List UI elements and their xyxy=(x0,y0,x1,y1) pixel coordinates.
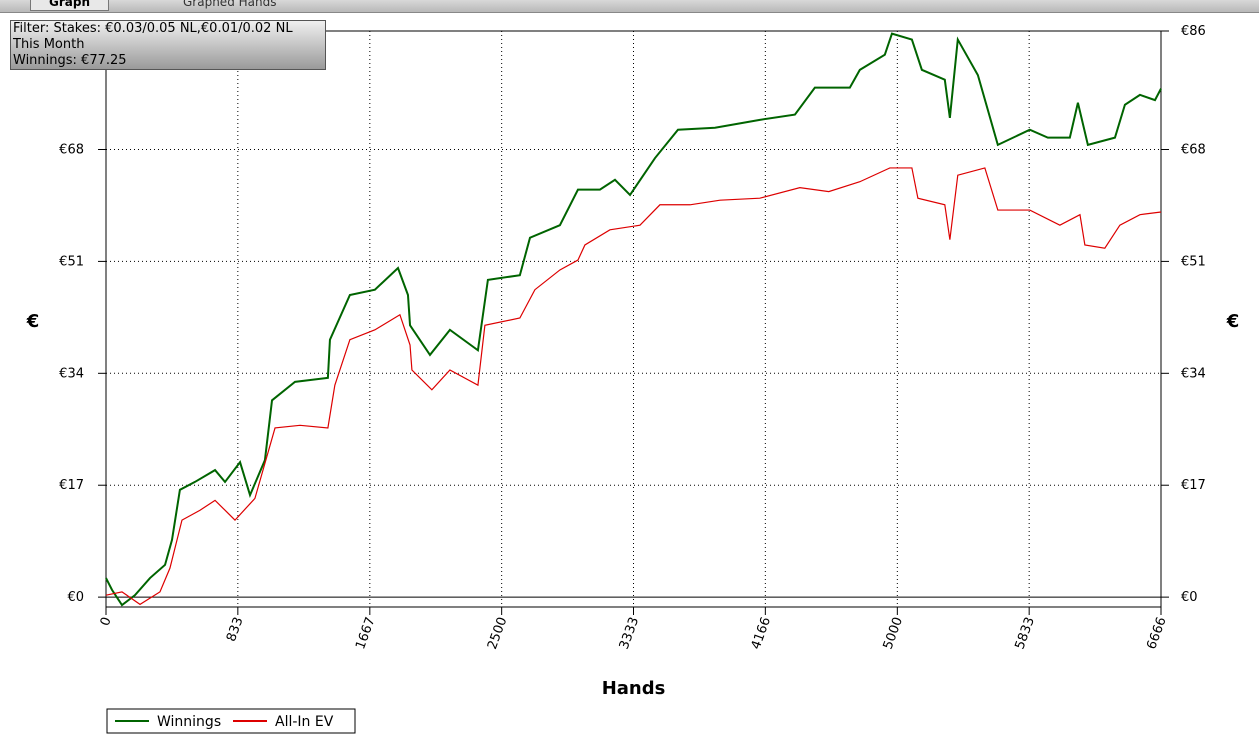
tab[interactable]: Graph xyxy=(30,0,109,11)
x-tick-label: 5833 xyxy=(1013,615,1038,651)
y2-tick-label: €34 xyxy=(1181,366,1206,381)
tab[interactable]: Graphed Hands xyxy=(183,0,277,9)
y-tick-label: €34 xyxy=(59,366,84,381)
x-tick-label: 4166 xyxy=(749,615,774,651)
series-line xyxy=(105,167,1162,606)
info-line: Filter: Stakes: €0.03/0.05 NL,€0.01/0.02… xyxy=(13,21,293,36)
x-tick-label: 2500 xyxy=(485,615,510,651)
info-line: This Month xyxy=(13,37,85,52)
y-tick-label: €68 xyxy=(59,142,84,157)
y2-tick-label: €0 xyxy=(1181,590,1198,605)
info-line: Winnings: €77.25 xyxy=(13,53,127,68)
x-tick-label: 1667 xyxy=(353,615,378,651)
y2-tick-label: €51 xyxy=(1181,254,1206,269)
y-tick-label: €51 xyxy=(59,254,84,269)
y2-tick-label: €68 xyxy=(1181,142,1206,157)
x-tick-label: 0 xyxy=(98,615,115,628)
y-tick-label: €17 xyxy=(59,478,84,493)
y-axis-label: € xyxy=(26,311,40,332)
x-tick-label: 5000 xyxy=(881,615,906,651)
y2-axis-label: € xyxy=(1226,311,1240,332)
x-tick-label: 833 xyxy=(224,615,247,643)
tab-bar: Graph Graphed Hands xyxy=(0,0,1259,13)
y2-tick-label: €86 xyxy=(1181,24,1206,39)
legend-label: All-In EV xyxy=(275,714,334,730)
info-box: Filter: Stakes: €0.03/0.05 NL,€0.01/0.02… xyxy=(10,20,326,70)
x-tick-label: 3333 xyxy=(617,615,642,651)
y-tick-label: €0 xyxy=(67,590,84,605)
legend-label: Winnings xyxy=(157,714,221,730)
y2-tick-label: €17 xyxy=(1181,478,1206,493)
x-tick-label: 6666 xyxy=(1144,615,1169,651)
series-line xyxy=(105,32,1162,607)
x-axis-label: Hands xyxy=(602,678,666,699)
